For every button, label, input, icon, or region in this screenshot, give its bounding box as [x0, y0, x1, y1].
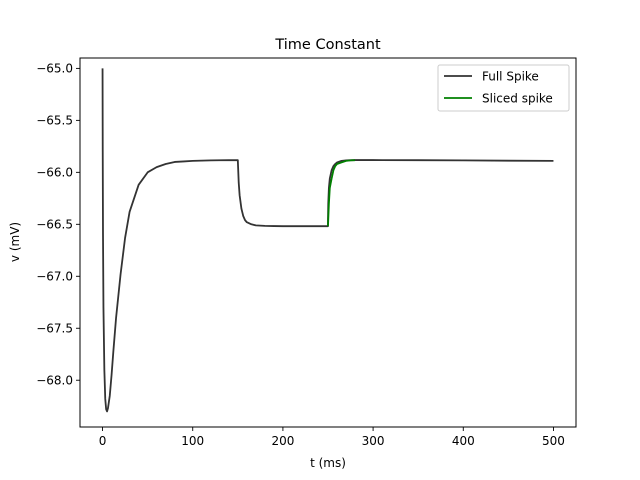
series-layer	[101, 68, 554, 413]
x-tick-label: 0	[99, 434, 107, 448]
y-tick-label: −65.5	[36, 114, 73, 128]
x-tick-label: 500	[542, 434, 565, 448]
y-tick-label: −66.5	[36, 218, 73, 232]
x-tick-label: 400	[452, 434, 475, 448]
y-axis: −65.0 −65.5 −66.0 −66.5 −67.0 −67.5 −68.0	[36, 62, 80, 388]
x-axis-label: t (ms)	[310, 456, 346, 470]
series-line-full-spike	[101, 68, 554, 413]
legend-label-full-spike: Full Spike	[482, 70, 539, 84]
legend: Full Spike Sliced spike	[437, 64, 570, 112]
chart-title: Time Constant	[274, 37, 381, 53]
y-tick-label: −65.0	[36, 62, 73, 76]
plot-area	[80, 58, 576, 427]
y-tick-label: −67.5	[36, 322, 73, 336]
y-tick-label: −67.0	[36, 270, 73, 284]
plot-background	[80, 58, 576, 427]
y-tick-label: −68.0	[36, 374, 73, 388]
plot-frame	[79, 57, 577, 428]
x-tick-label: 300	[362, 434, 385, 448]
x-tick-label: 200	[271, 434, 294, 448]
x-axis: 0 100 200 300 400 500	[99, 427, 565, 448]
series-line-sliced-spike	[327, 159, 356, 227]
y-tick-label: −66.0	[36, 166, 73, 180]
x-tick-label: 100	[181, 434, 204, 448]
y-axis-label: v (mV)	[8, 222, 22, 262]
legend-label-sliced-spike: Sliced spike	[482, 92, 553, 106]
